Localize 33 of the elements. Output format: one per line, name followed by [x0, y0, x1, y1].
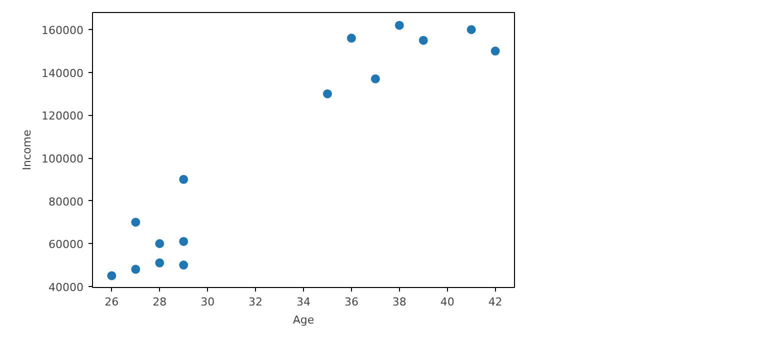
point	[179, 236, 188, 246]
point	[179, 260, 188, 270]
point	[466, 25, 476, 34]
point	[322, 89, 332, 98]
x-tick-label: 40	[440, 296, 454, 308]
y-tick-label: 60000	[48, 238, 84, 252]
x-tick-label: 26	[104, 296, 119, 308]
x-tick-label: 30	[200, 296, 215, 308]
point	[179, 174, 188, 184]
point	[107, 271, 116, 280]
x-tick-label: 38	[392, 296, 406, 308]
y-tick-label: 140000	[42, 66, 84, 80]
point	[131, 218, 140, 227]
y-tick-label: 80000	[48, 195, 84, 208]
y-tick-label: 120000	[42, 110, 84, 123]
y-tick-label: 100000	[42, 152, 84, 166]
point	[490, 46, 500, 56]
x-tick-label: 34	[296, 296, 310, 308]
y-axis-title: Income	[20, 130, 34, 170]
x-axis-title: Age	[292, 314, 314, 326]
x-tick-label: 42	[488, 296, 502, 308]
x-tick-label: 28	[152, 296, 167, 308]
point	[370, 74, 380, 84]
x-tick-label: 36	[344, 296, 358, 308]
point	[418, 36, 428, 45]
point	[346, 34, 356, 43]
y-tick-label: 40000	[48, 280, 84, 294]
point	[155, 239, 164, 248]
x-tick-label: 32	[248, 296, 263, 308]
point	[131, 264, 140, 274]
y-tick-label: 160000	[42, 24, 84, 38]
point	[394, 20, 404, 30]
point	[155, 258, 164, 268]
